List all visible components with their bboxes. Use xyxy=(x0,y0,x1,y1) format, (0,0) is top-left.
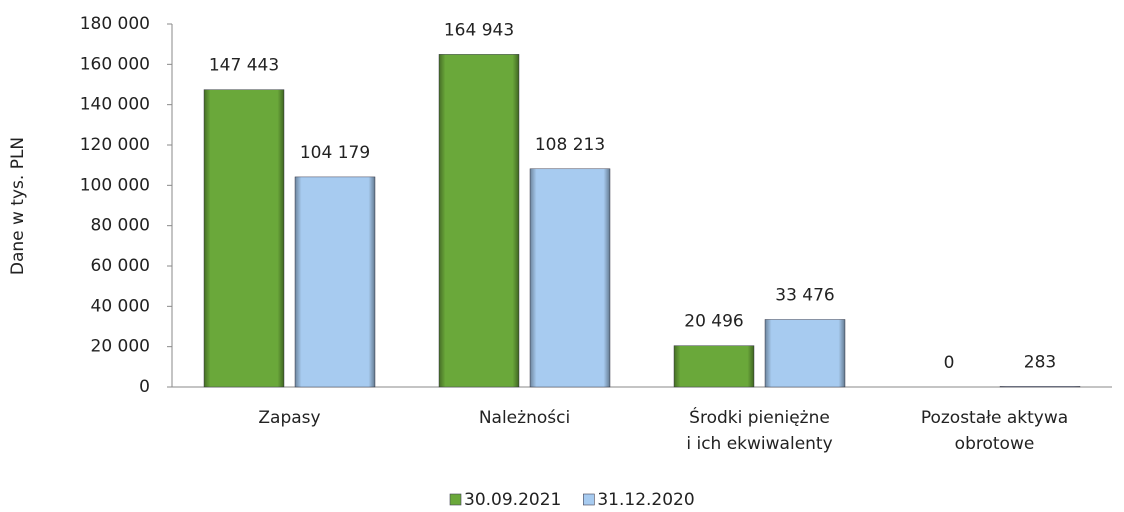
bar-bevel xyxy=(295,176,375,387)
bar-bevel xyxy=(765,319,845,387)
bar-bevel xyxy=(1000,386,1080,387)
legend-swatch xyxy=(449,493,462,506)
x-tick-label: Należności xyxy=(478,408,571,428)
y-tick-label: 80 000 xyxy=(91,216,150,236)
y-tick-label: 160 000 xyxy=(80,54,150,74)
bar-bevel xyxy=(530,168,610,387)
y-tick-label: 0 xyxy=(139,377,150,397)
data-label: 108 213 xyxy=(535,135,605,155)
legend-label: 31.12.2020 xyxy=(597,490,694,510)
data-label: 0 xyxy=(944,353,955,373)
y-tick-label: 180 000 xyxy=(80,14,150,34)
y-axis-title: Dane w tys. PLN xyxy=(8,137,28,275)
data-label: 33 476 xyxy=(775,285,834,305)
bar-bevel xyxy=(204,89,284,387)
y-tick-label: 40 000 xyxy=(91,296,150,316)
x-tick-label: Pozostałe aktywa obrotowe xyxy=(920,408,1069,454)
y-tick-label: 20 000 xyxy=(91,337,150,357)
legend-label: 30.09.2021 xyxy=(464,490,561,510)
x-tick-label: Środki pieniężne i ich ekwiwalenty xyxy=(686,408,833,454)
legend-swatch xyxy=(583,493,595,506)
y-tick-label: 60 000 xyxy=(91,256,150,276)
bar-bevel xyxy=(439,54,519,387)
data-label: 164 943 xyxy=(444,20,514,40)
data-label: 104 179 xyxy=(300,143,370,163)
x-tick-label: Zapasy xyxy=(258,408,321,428)
data-label: 147 443 xyxy=(209,56,279,76)
bar-bevel xyxy=(674,345,754,387)
y-tick-label: 100 000 xyxy=(80,175,150,195)
y-tick-label: 140 000 xyxy=(80,95,150,115)
data-label: 20 496 xyxy=(684,312,743,332)
y-tick-label: 120 000 xyxy=(80,135,150,155)
data-label: 283 xyxy=(1024,352,1056,372)
